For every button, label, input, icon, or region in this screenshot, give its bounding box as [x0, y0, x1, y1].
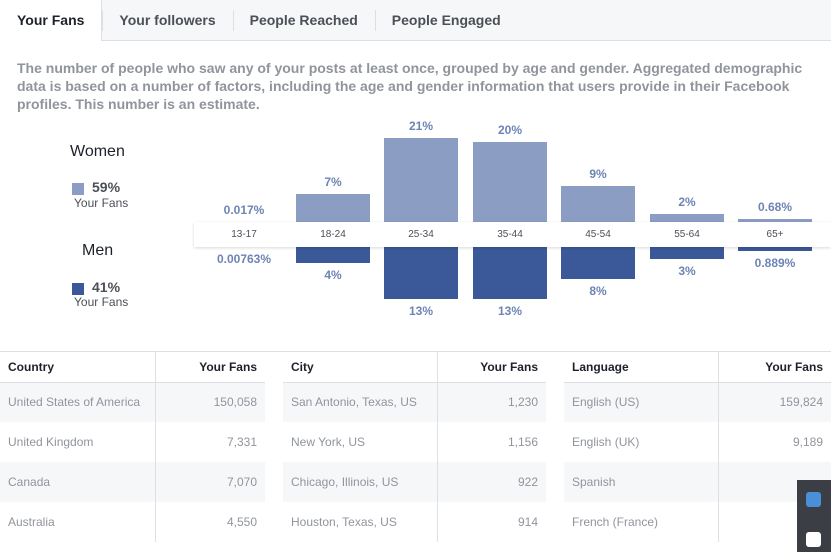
legend-women-swatch	[72, 183, 84, 195]
table-row: English (US) 159,824	[564, 382, 831, 422]
table-row: San Antonio, Texas, US 1,230	[283, 382, 546, 422]
city-cell: Chicago, Illinois, US	[283, 462, 438, 502]
age-category-label: 18-24	[320, 229, 346, 240]
fans-cell: 4,550	[155, 502, 265, 542]
country-cell: United Kingdom	[0, 422, 156, 462]
legend-men-title: Men	[82, 242, 114, 259]
cloud-icon[interactable]	[806, 532, 821, 547]
fans-header: Your Fans	[437, 352, 546, 383]
table-row: United States of America 150,058	[0, 382, 265, 422]
women-value-label: 9%	[589, 167, 607, 181]
city-cell: San Antonio, Texas, US	[283, 382, 438, 422]
men-value-label: 0.889%	[754, 255, 796, 270]
women-value-label: 7%	[324, 175, 342, 189]
women-bar[interactable]	[296, 194, 370, 227]
women-value-label: 0.68%	[757, 200, 793, 215]
fans-cell: 1,230	[437, 382, 546, 422]
city-cell: New York, US	[283, 422, 438, 462]
men-bar[interactable]	[384, 242, 458, 299]
country-cell: Australia	[0, 502, 156, 542]
women-value-label: 0.017%	[223, 202, 265, 217]
city-cell: Houston, Texas, US	[283, 502, 438, 542]
legend-women-sub: Your Fans	[74, 196, 129, 210]
legend-women-pct: 59%	[92, 179, 121, 195]
women-value-label: 20%	[497, 123, 523, 137]
age-category-label: 45-54	[585, 229, 611, 240]
fans-cell: 9,189	[718, 422, 831, 462]
men-bar[interactable]	[296, 242, 370, 263]
country-cell: United States of America	[0, 382, 156, 422]
table-row: Australia 4,550	[0, 502, 265, 542]
table-row: United Kingdom 7,331	[0, 422, 265, 462]
fans-cell: 1,156	[437, 422, 546, 462]
age-gender-chart: 0.017% 0.00763% 7% 4% 21% 13% 20% 13% 9% 8% 2% 3% 0.…	[0, 110, 831, 340]
fans-header: Your Fans	[718, 352, 831, 383]
women-bar[interactable]	[561, 186, 635, 227]
country-cell: Canada	[0, 462, 156, 502]
men-value-label: 13%	[497, 304, 523, 318]
men-bar[interactable]	[473, 242, 547, 299]
fans-cell: 7,070	[155, 462, 265, 502]
women-value-label: 21%	[408, 119, 434, 133]
tab-people-reached[interactable]: People Reached	[232, 0, 375, 41]
legend-men-pct: 41%	[92, 279, 121, 295]
fans-cell: 922	[437, 462, 546, 502]
men-bar[interactable]	[561, 242, 635, 279]
table-row: Canada 7,070	[0, 462, 265, 502]
language-cell: Spanish	[564, 462, 719, 502]
table-row: French (France)	[564, 502, 831, 542]
women-bar[interactable]	[473, 142, 547, 227]
fans-cell: 914	[437, 502, 546, 542]
share-icon[interactable]	[806, 492, 821, 507]
legend-men-swatch	[72, 283, 84, 295]
women-value-label: 2%	[678, 195, 696, 209]
table-row: Chicago, Illinois, US 922	[283, 462, 546, 502]
age-category-label: 55-64	[674, 229, 700, 240]
language-cell: English (UK)	[564, 422, 719, 462]
men-value-label: 3%	[678, 264, 696, 278]
legend-women-title: Women	[70, 143, 125, 160]
men-value-label: 13%	[408, 304, 434, 318]
fans-header: Your Fans	[155, 352, 265, 383]
legend-men-sub: Your Fans	[74, 295, 129, 309]
table-row: English (UK) 9,189	[564, 422, 831, 462]
tab-people-engaged[interactable]: People Engaged	[374, 0, 518, 41]
age-axis-band	[194, 222, 831, 247]
description: The number of people who saw any of your…	[17, 60, 803, 112]
table-row: Spanish	[564, 462, 831, 502]
country-header: Country	[0, 352, 156, 383]
age-category-label: 35-44	[497, 229, 523, 240]
fans-cell: 159,824	[718, 382, 831, 422]
city-header: City	[283, 352, 438, 383]
section-divider	[0, 351, 831, 352]
tab-your-fans[interactable]: Your Fans	[0, 0, 103, 41]
age-category-label: 13-17	[231, 229, 257, 240]
country-table: Country Your Fans United States of Americ…	[0, 352, 265, 542]
table-row: New York, US 1,156	[283, 422, 546, 462]
language-header: Language	[564, 352, 719, 383]
fans-cell: 7,331	[155, 422, 265, 462]
tab-bar: Your Fans Your followers People Reached …	[0, 0, 831, 41]
men-value-label: 4%	[324, 268, 342, 282]
women-bar[interactable]	[384, 138, 458, 227]
language-table: Language Your Fans English (US) 159,824 En…	[564, 352, 831, 542]
language-cell: French (France)	[564, 502, 719, 542]
men-value-label: 8%	[589, 284, 607, 298]
city-table: City Your Fans San Antonio, Texas, US 1,23…	[283, 352, 546, 542]
men-value-label: 0.00763%	[216, 252, 272, 267]
age-category-label: 25-34	[408, 229, 434, 240]
fans-cell: 150,058	[155, 382, 265, 422]
language-cell: English (US)	[564, 382, 719, 422]
tab-your-followers[interactable]: Your followers	[102, 0, 232, 41]
age-category-label: 65+	[766, 229, 784, 240]
table-row: Houston, Texas, US 914	[283, 502, 546, 542]
